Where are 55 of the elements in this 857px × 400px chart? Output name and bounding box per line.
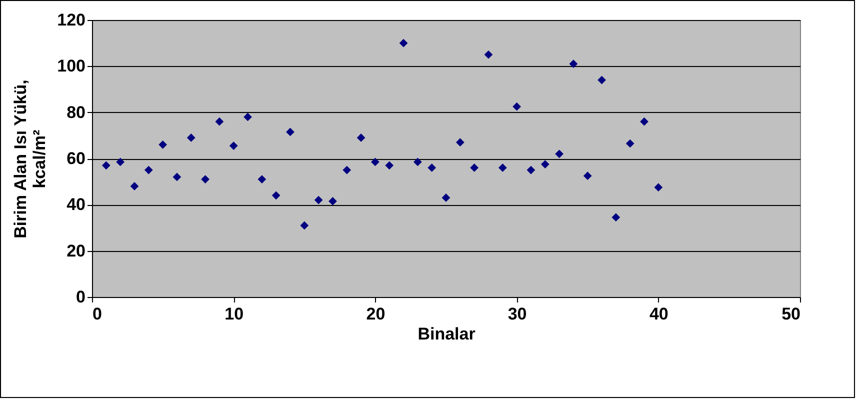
point bbox=[626, 139, 634, 148]
y-tick-label: 20 bbox=[66, 241, 86, 260]
point bbox=[413, 158, 422, 166]
point bbox=[598, 76, 606, 84]
point bbox=[442, 194, 450, 202]
x-tick-label: 20 bbox=[366, 304, 386, 324]
point bbox=[144, 166, 153, 174]
y-tick-label: 100 bbox=[57, 56, 86, 76]
point bbox=[569, 60, 578, 68]
point bbox=[612, 213, 620, 222]
point bbox=[229, 142, 238, 150]
point bbox=[399, 38, 408, 48]
x-tick-label: 40 bbox=[649, 304, 668, 324]
x-tick-label: 0 bbox=[92, 304, 102, 324]
point bbox=[130, 182, 139, 190]
x-tick-label: 50 bbox=[782, 304, 800, 324]
point bbox=[244, 112, 252, 122]
point bbox=[512, 102, 521, 111]
point bbox=[654, 183, 663, 192]
point bbox=[555, 150, 564, 158]
point bbox=[470, 164, 479, 172]
point bbox=[526, 166, 536, 174]
point bbox=[286, 128, 294, 136]
point bbox=[484, 50, 493, 59]
y-axis-title: Birim Alan Isı Yükü, kcal/m² bbox=[11, 80, 50, 238]
point bbox=[116, 158, 125, 166]
point bbox=[428, 164, 436, 172]
point bbox=[342, 166, 352, 174]
y-tick-label: 120 bbox=[57, 10, 86, 30]
y-tick-label: 60 bbox=[66, 149, 86, 168]
x-axis-title: Binalar bbox=[418, 324, 476, 344]
point bbox=[201, 175, 210, 184]
point bbox=[456, 138, 464, 147]
point bbox=[371, 158, 380, 166]
x-tick-label: 10 bbox=[224, 304, 244, 324]
point bbox=[272, 191, 280, 200]
point bbox=[540, 160, 550, 168]
point bbox=[583, 172, 592, 180]
y-tick-label: 0 bbox=[76, 288, 86, 306]
point bbox=[314, 196, 323, 204]
point bbox=[172, 172, 182, 182]
y-tick-label: 40 bbox=[66, 195, 86, 214]
point bbox=[300, 221, 309, 230]
point bbox=[328, 197, 337, 206]
point bbox=[385, 161, 394, 170]
y-tick-label: 80 bbox=[66, 102, 86, 122]
point bbox=[258, 175, 266, 184]
point bbox=[498, 164, 507, 172]
point bbox=[215, 117, 224, 126]
point bbox=[102, 161, 110, 170]
point bbox=[640, 117, 648, 126]
point bbox=[186, 134, 196, 142]
x-tick-label: 30 bbox=[508, 304, 527, 324]
point bbox=[356, 134, 366, 142]
point bbox=[158, 140, 167, 149]
